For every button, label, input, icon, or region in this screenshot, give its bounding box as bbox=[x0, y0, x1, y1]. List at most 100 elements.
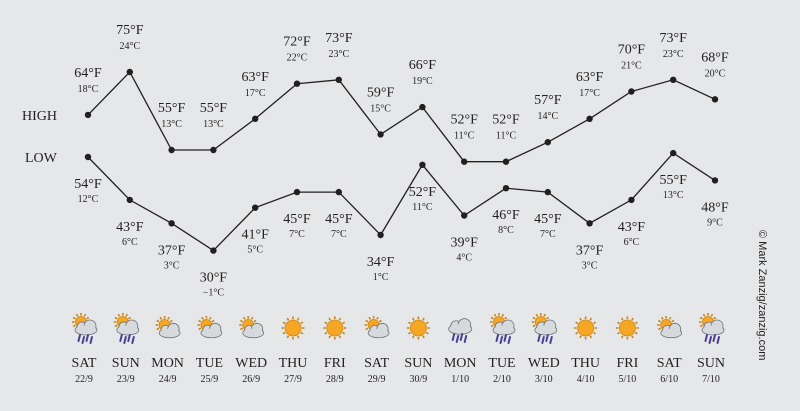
low-point bbox=[711, 177, 719, 184]
date-label: 6/10 bbox=[660, 374, 678, 385]
high-temp-c: 13°C bbox=[203, 119, 224, 130]
day-label: SAT bbox=[657, 356, 682, 371]
low-point bbox=[377, 231, 384, 239]
high-temp-c: 23°C bbox=[328, 49, 349, 60]
day-label: TUE bbox=[196, 356, 223, 371]
date-label: 26/9 bbox=[242, 374, 260, 385]
sun-cloud-rain-icon bbox=[72, 313, 98, 344]
day-label: SAT bbox=[72, 356, 97, 371]
sun-cloud-icon bbox=[364, 316, 390, 339]
low-temp-f: 37°F bbox=[158, 243, 186, 258]
date-label: 22/9 bbox=[75, 374, 93, 385]
high-temp-f: 52°F bbox=[492, 113, 520, 128]
low-temp-c: 8°C bbox=[498, 225, 514, 236]
sun-cloud-rain-icon bbox=[531, 313, 558, 344]
low-temp-c: 6°C bbox=[122, 237, 138, 248]
low-temp-f: 34°F bbox=[367, 255, 395, 270]
low-temp-c: 9°C bbox=[707, 217, 723, 228]
day-label: THU bbox=[571, 356, 600, 371]
low-temp-f: 37°F bbox=[576, 243, 604, 258]
high-temp-f: 70°F bbox=[618, 43, 646, 58]
low-temp-c: −1°C bbox=[203, 288, 225, 299]
date-label: 5/10 bbox=[619, 374, 637, 385]
cloud-rain-icon bbox=[448, 318, 473, 343]
low-point bbox=[628, 196, 635, 204]
low-point bbox=[84, 153, 92, 161]
low-series-line bbox=[87, 152, 716, 252]
sun-cloud-icon bbox=[197, 316, 223, 339]
high-point bbox=[544, 139, 551, 146]
high-temp-c: 21°C bbox=[621, 61, 642, 72]
day-label: SUN bbox=[697, 356, 725, 371]
sun-icon bbox=[615, 316, 639, 340]
day-label: SAT bbox=[364, 356, 389, 371]
date-label: 4/10 bbox=[577, 374, 595, 385]
sun-cloud-icon bbox=[239, 316, 265, 339]
high-temp-c: 17°C bbox=[245, 88, 266, 99]
high-temp-c: 18°C bbox=[78, 84, 99, 95]
low-point bbox=[419, 161, 426, 168]
high-temp-f: 64°F bbox=[74, 66, 102, 81]
high-temp-c: 11°C bbox=[496, 131, 517, 142]
high-point bbox=[461, 158, 468, 165]
day-label: THU bbox=[279, 356, 308, 371]
low-point bbox=[670, 149, 677, 157]
low-point bbox=[461, 212, 468, 219]
date-label: 24/9 bbox=[159, 374, 177, 385]
high-temp-f: 57°F bbox=[534, 93, 562, 108]
low-temp-c: 13°C bbox=[663, 190, 684, 201]
low-row-label: LOW bbox=[25, 151, 58, 166]
low-point bbox=[252, 204, 259, 211]
low-temp-f: 45°F bbox=[283, 212, 311, 227]
high-temp-c: 22°C bbox=[287, 53, 308, 64]
day-label: FRI bbox=[324, 356, 346, 371]
low-temp-f: 45°F bbox=[534, 212, 562, 227]
low-temp-f: 55°F bbox=[660, 173, 688, 188]
low-temp-c: 11°C bbox=[412, 202, 433, 213]
date-label: 27/9 bbox=[284, 374, 302, 385]
low-temp-f: 54°F bbox=[74, 177, 102, 192]
high-temp-c: 17°C bbox=[579, 88, 600, 99]
low-point bbox=[586, 220, 593, 227]
low-temp-f: 46°F bbox=[492, 208, 520, 223]
date-label: 29/9 bbox=[368, 374, 386, 385]
date-label: 2/10 bbox=[493, 374, 511, 385]
date-label: 23/9 bbox=[117, 374, 135, 385]
day-label: MON bbox=[444, 356, 477, 371]
high-temp-f: 73°F bbox=[325, 31, 353, 46]
low-point bbox=[210, 247, 217, 254]
high-temp-c: 11°C bbox=[454, 131, 475, 142]
low-point bbox=[126, 196, 133, 204]
low-point bbox=[544, 188, 551, 196]
date-label: 30/9 bbox=[410, 374, 428, 385]
low-temp-c: 7°C bbox=[289, 229, 305, 240]
high-point bbox=[670, 76, 677, 84]
low-temp-f: 30°F bbox=[200, 271, 228, 286]
high-temp-c: 19°C bbox=[412, 76, 433, 87]
high-point bbox=[252, 115, 259, 123]
high-temp-c: 24°C bbox=[119, 41, 140, 52]
high-point bbox=[335, 76, 342, 84]
date-label: 28/9 bbox=[326, 374, 344, 385]
low-temp-f: 39°F bbox=[451, 236, 479, 251]
day-label: TUE bbox=[488, 356, 515, 371]
high-point bbox=[126, 68, 133, 76]
low-temp-f: 41°F bbox=[242, 228, 270, 243]
sun-cloud-rain-icon bbox=[699, 313, 725, 344]
high-temp-c: 14°C bbox=[537, 111, 558, 122]
day-label: SUN bbox=[404, 356, 432, 371]
high-temp-f: 75°F bbox=[116, 23, 144, 38]
low-temp-c: 5°C bbox=[247, 245, 263, 256]
high-point bbox=[210, 146, 217, 154]
high-point bbox=[293, 80, 301, 87]
low-temp-f: 43°F bbox=[618, 220, 646, 235]
sun-cloud-rain-icon bbox=[113, 313, 140, 344]
high-temp-f: 72°F bbox=[283, 35, 311, 50]
low-temp-c: 3°C bbox=[164, 260, 180, 271]
low-point bbox=[502, 185, 510, 192]
sun-cloud-rain-icon bbox=[490, 313, 516, 344]
high-temp-f: 55°F bbox=[200, 101, 228, 116]
high-temp-c: 13°C bbox=[161, 119, 182, 130]
high-point bbox=[419, 103, 426, 111]
low-point bbox=[293, 188, 301, 196]
